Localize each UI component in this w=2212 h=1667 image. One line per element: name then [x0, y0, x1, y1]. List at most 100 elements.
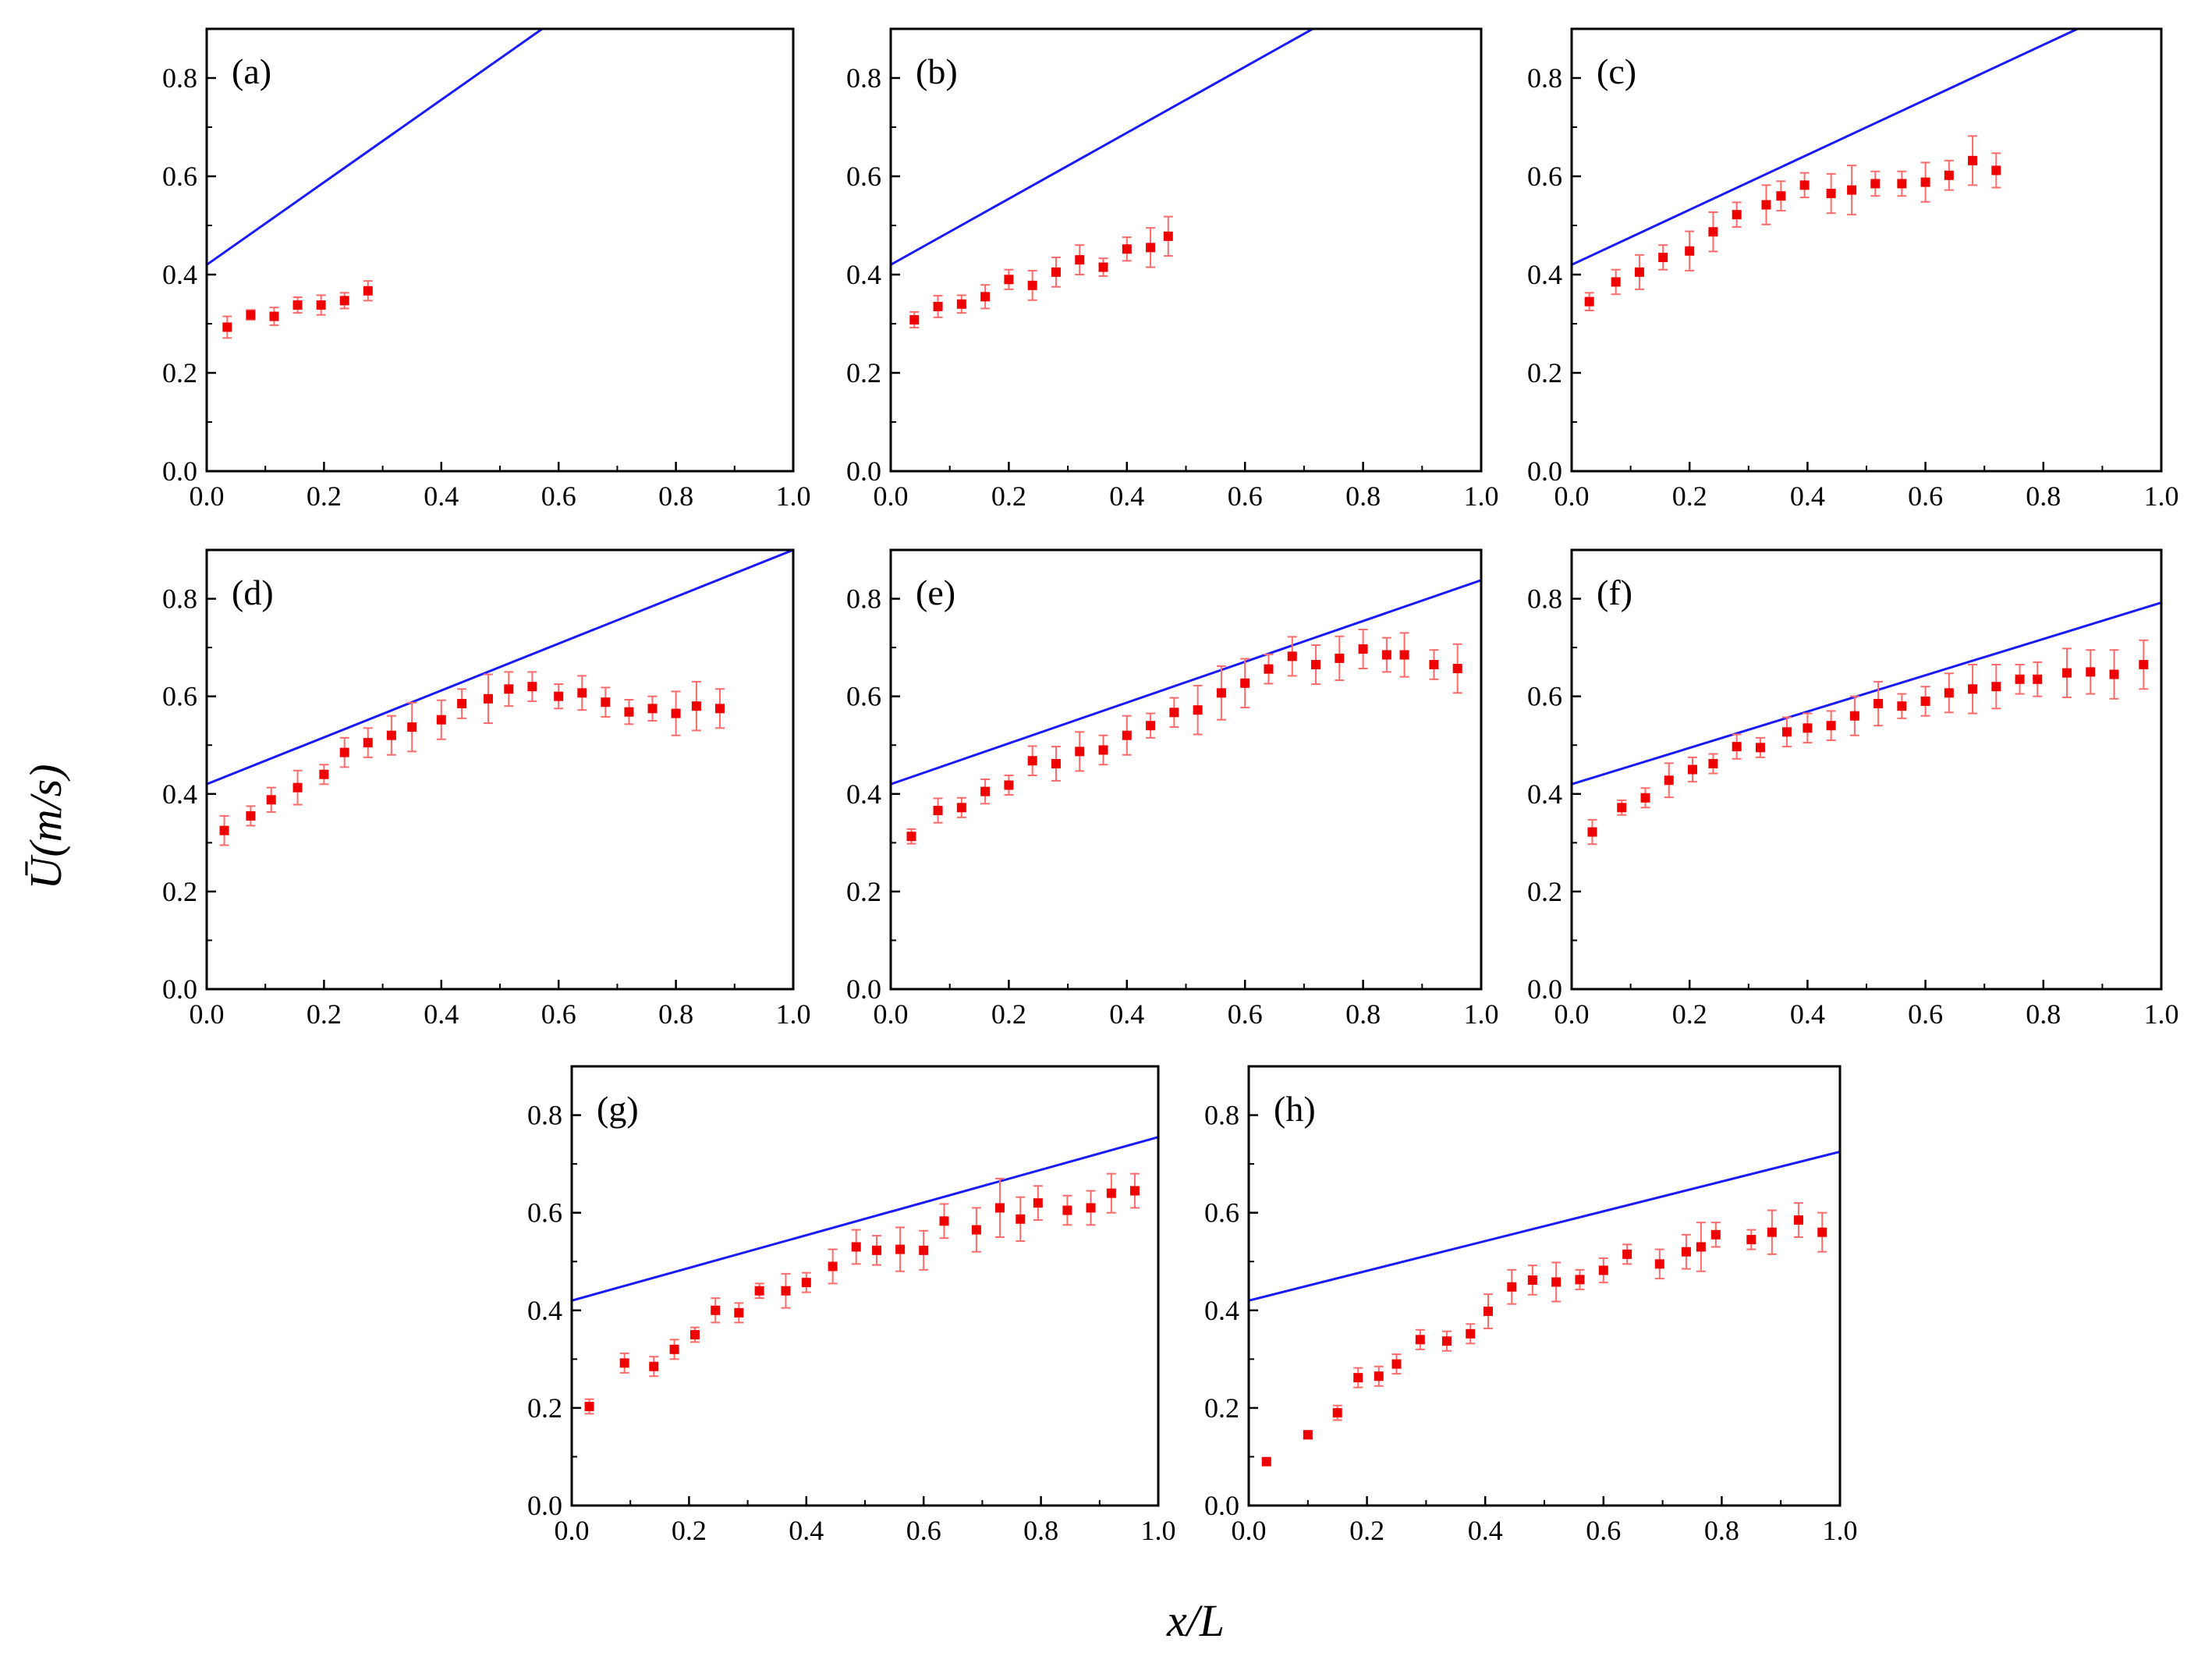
- data-point: [895, 1244, 906, 1254]
- data-point: [457, 699, 467, 709]
- x-axis-title: x/L: [1166, 1595, 1225, 1646]
- y-tick-label: 0.4: [1527, 779, 1562, 810]
- data-point: [1870, 179, 1881, 189]
- x-tick-label: 1.0: [1464, 998, 1499, 1030]
- trend-line: [1572, 29, 2079, 266]
- x-tick-label: 0.2: [1672, 998, 1707, 1030]
- data-point: [1122, 244, 1132, 254]
- data-point: [980, 786, 991, 796]
- data-point: [339, 747, 349, 757]
- data-point: [386, 730, 396, 740]
- data-point: [1696, 1242, 1706, 1252]
- data-point: [619, 1358, 629, 1368]
- data-point: [1587, 827, 1597, 837]
- data-point: [339, 296, 349, 306]
- data-point: [292, 782, 303, 793]
- data-point: [1799, 180, 1810, 190]
- data-point: [1687, 764, 1697, 775]
- data-point: [1311, 660, 1321, 670]
- data-point: [266, 795, 276, 805]
- panel-b: 0.0 0.2 0.4 0.6 0.8 1.0 0.0 0.2 0.4 0.6 0.8 (b): [846, 27, 1499, 512]
- y-tick-label: 0.6: [846, 161, 881, 192]
- x-tick-label: 0.6: [1908, 481, 1943, 512]
- data-point: [1654, 1259, 1664, 1269]
- data-point: [1551, 1277, 1562, 1287]
- data-point: [1776, 191, 1786, 201]
- y-tick-label: 0.6: [846, 681, 881, 712]
- x-tick-label: 1.0: [2144, 481, 2179, 512]
- data-point: [436, 715, 446, 725]
- plot-frame: [570, 1065, 1160, 1507]
- data-point: [363, 738, 373, 748]
- data-point: [1793, 1215, 1803, 1225]
- data-point: [1452, 664, 1462, 674]
- data-point: [1708, 758, 1718, 768]
- y-tick-label: 0.4: [846, 259, 881, 290]
- data-point: [1004, 780, 1014, 790]
- panel-label: (f): [1597, 573, 1632, 612]
- y-tick-label: 0.2: [846, 876, 881, 907]
- data-point: [222, 322, 232, 332]
- y-tick-label: 0.4: [527, 1295, 562, 1326]
- data-point: [1826, 721, 1836, 731]
- x-tick-label: 0.2: [991, 998, 1026, 1030]
- data-point: [1075, 255, 1085, 265]
- data-point: [1358, 644, 1368, 654]
- panel-label: (g): [597, 1089, 639, 1129]
- data-point: [1441, 1336, 1452, 1346]
- x-tick-label: 0.6: [541, 481, 576, 512]
- data-point: [1611, 277, 1621, 287]
- data-point: [1732, 210, 1742, 220]
- x-tick-label: 0.6: [906, 1515, 941, 1546]
- panel-c: 0.0 0.2 0.4 0.6 0.8 1.0 0.0 0.2 0.4 0.6 0.8 (c): [1527, 27, 2179, 512]
- y-tick-label: 0.8: [846, 62, 881, 94]
- data-point: [1664, 775, 1674, 786]
- data-point: [316, 300, 326, 310]
- panel-data: [891, 29, 1313, 329]
- data-point: [1944, 688, 1954, 698]
- data-point: [872, 1245, 882, 1255]
- y-tick-label: 0.4: [162, 259, 197, 290]
- y-tick-label: 0.0: [162, 456, 197, 487]
- x-tick-label: 0.8: [1345, 481, 1381, 512]
- data-point: [1335, 653, 1345, 663]
- data-point: [1767, 1227, 1777, 1237]
- data-point: [689, 1330, 700, 1340]
- panel-g: 0.0 0.2 0.4 0.6 0.8 1.0 0.0 0.2 0.4 0.6 0.8 (g): [527, 1065, 1176, 1546]
- panel-label: (d): [232, 573, 274, 612]
- y-tick-label: 0.2: [846, 357, 881, 388]
- x-tick-label: 0.2: [672, 1515, 707, 1546]
- trend-line: [1249, 1151, 1840, 1302]
- data-point: [1240, 678, 1250, 688]
- y-tick-label: 0.0: [162, 974, 197, 1005]
- data-point: [319, 769, 329, 779]
- data-point: [624, 707, 634, 717]
- y-tick-label: 0.8: [1527, 62, 1562, 94]
- y-tick-label: 0.8: [527, 1100, 562, 1131]
- panel-data: [1572, 29, 2079, 311]
- data-point: [1391, 1359, 1402, 1369]
- x-tick-label: 0.2: [307, 481, 342, 512]
- y-tick-label: 0.8: [1204, 1100, 1239, 1131]
- data-point: [1106, 1188, 1116, 1198]
- data-point: [669, 1344, 679, 1354]
- panel-d: 0.0 0.2 0.4 0.6 0.8 1.0 0.0 0.2 0.4 0.6 0.8 (d): [162, 548, 811, 1030]
- panel-data: [572, 1136, 1158, 1415]
- y-tick-label: 0.0: [1527, 974, 1562, 1005]
- x-tick-label: 0.4: [1468, 1515, 1503, 1546]
- x-tick-label: 0.0: [555, 1515, 590, 1546]
- y-tick-label: 0.2: [1204, 1392, 1239, 1424]
- data-point: [1287, 651, 1297, 661]
- data-point: [2062, 668, 2072, 678]
- data-point: [649, 1361, 659, 1371]
- data-point: [971, 1225, 981, 1235]
- x-tick-label: 0.2: [1672, 481, 1707, 512]
- y-tick-label: 0.8: [846, 583, 881, 615]
- x-tick-label: 1.0: [1141, 1515, 1176, 1546]
- data-point: [781, 1286, 791, 1296]
- data-point: [1803, 723, 1813, 733]
- data-point: [1027, 756, 1037, 766]
- y-tick-label: 0.0: [846, 974, 881, 1005]
- data-point: [1708, 227, 1718, 237]
